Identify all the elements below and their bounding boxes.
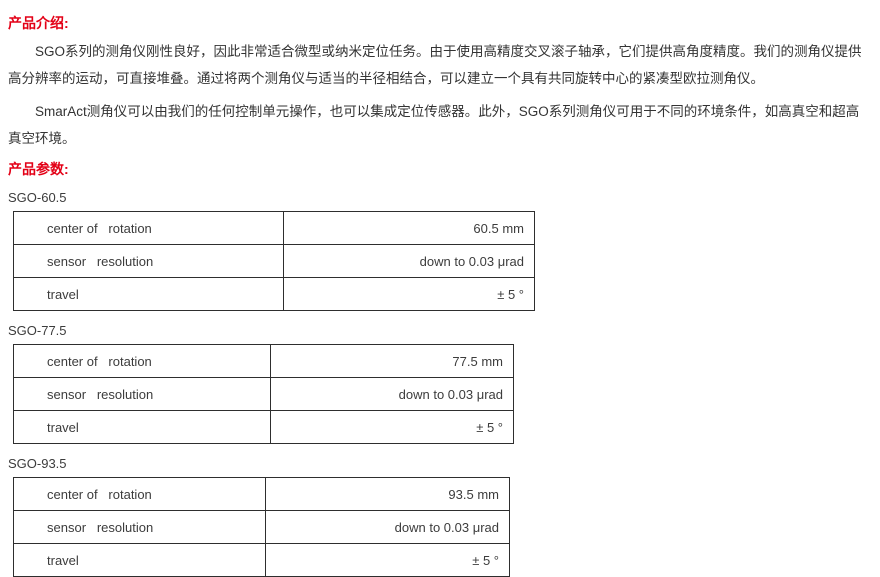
spec-table-sgo-60-5: center of rotation 60.5 mm sensor resolu… (13, 211, 535, 311)
spec-name-cell: sensor resolution (13, 510, 266, 544)
spec-row: sensor resolution down to 0.03 μrad (13, 510, 510, 544)
spec-value-cell: down to 0.03 μrad (270, 377, 514, 411)
spec-row: center of rotation 77.5 mm (13, 344, 514, 378)
spec-row: travel ± 5 ° (13, 277, 535, 311)
product-model-label: SGO-77.5 (8, 323, 67, 338)
spec-value-cell: 93.5 mm (265, 477, 510, 511)
spec-row: sensor resolution down to 0.03 μrad (13, 377, 514, 411)
spec-name-cell: center of rotation (13, 211, 284, 245)
spec-value-cell: ± 5 ° (283, 277, 535, 311)
spec-row: travel ± 5 ° (13, 410, 514, 444)
spec-value-cell: 77.5 mm (270, 344, 514, 378)
spec-name-cell: sensor resolution (13, 377, 271, 411)
spec-value-cell: down to 0.03 μrad (265, 510, 510, 544)
spec-row: center of rotation 60.5 mm (13, 211, 535, 245)
spec-value-cell: down to 0.03 μrad (283, 244, 535, 278)
product-model-label: SGO-93.5 (8, 456, 67, 471)
params-heading: 产品参数: (8, 161, 69, 177)
spec-row: travel ± 5 ° (13, 543, 510, 577)
spec-table-sgo-77-5: center of rotation 77.5 mm sensor resolu… (13, 344, 514, 444)
spec-name-cell: sensor resolution (13, 244, 284, 278)
spec-table-sgo-93-5: center of rotation 93.5 mm sensor resolu… (13, 477, 510, 577)
product-model-label: SGO-60.5 (8, 190, 67, 205)
spec-name-cell: travel (13, 543, 266, 577)
intro-heading: 产品介绍: (8, 15, 69, 31)
spec-name-cell: travel (13, 277, 284, 311)
spec-name-cell: center of rotation (13, 477, 266, 511)
intro-paragraphs: SGO系列的测角仪刚性良好，因此非常适合微型或纳米定位任务。由于使用高精度交叉滚… (8, 39, 872, 152)
spec-value-cell: ± 5 ° (265, 543, 510, 577)
intro-paragraph-2: SmarAct测角仪可以由我们的任何控制单元操作，也可以集成定位传感器。此外，S… (8, 104, 860, 146)
spec-name-cell: center of rotation (13, 344, 271, 378)
spec-value-cell: ± 5 ° (270, 410, 514, 444)
intro-paragraph-1: SGO系列的测角仪刚性良好，因此非常适合微型或纳米定位任务。由于使用高精度交叉滚… (8, 44, 862, 86)
spec-value-cell: 60.5 mm (283, 211, 535, 245)
spec-row: sensor resolution down to 0.03 μrad (13, 244, 535, 278)
spec-name-cell: travel (13, 410, 271, 444)
spec-row: center of rotation 93.5 mm (13, 477, 510, 511)
